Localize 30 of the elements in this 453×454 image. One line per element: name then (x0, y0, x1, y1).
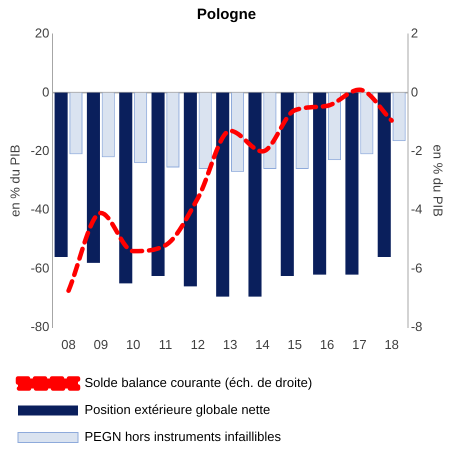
y-tick-label: 0 (42, 84, 50, 100)
y-tick-label: 20 (34, 26, 50, 41)
x-tick-label: 08 (61, 336, 76, 352)
legend-label: Position extérieure globale nette (84, 402, 270, 418)
x-tick-label: 17 (352, 336, 367, 352)
legend-label: Solde balance courante (éch. de droite) (84, 375, 312, 390)
y-axis-title: en % du PIB (7, 144, 22, 217)
x-tick-label: 14 (255, 336, 270, 352)
y2-tick-label: 2 (410, 26, 418, 41)
line-series (66, 87, 394, 293)
legend-label: PEGN hors instruments infaillibles (84, 429, 282, 444)
y2-tick-label: -8 (410, 318, 422, 334)
y2-tick-label: -4 (410, 202, 422, 217)
y2-tick-label: 0 (410, 84, 418, 100)
x-tick-label: 15 (288, 336, 302, 352)
x-tick-label: 13 (222, 336, 238, 352)
x-tick-label: 10 (126, 336, 140, 352)
y-tick-label: -80 (30, 318, 50, 334)
y2-tick-label: -2 (410, 142, 422, 158)
x-tick-label: 11 (158, 336, 172, 352)
x-tick-label: 18 (384, 336, 399, 352)
x-tick-label: 16 (320, 336, 334, 352)
x-tick-label: 09 (94, 336, 108, 352)
y-tick-label: -60 (30, 260, 50, 276)
chart-title: Pologne (196, 6, 256, 24)
x-tick-label: 12 (190, 336, 206, 352)
y2-axis-title: en % du PIB (430, 144, 446, 217)
y2-tick-label: -6 (410, 260, 422, 276)
y-tick-label: -40 (30, 202, 50, 217)
y-tick-label: -20 (30, 142, 50, 158)
